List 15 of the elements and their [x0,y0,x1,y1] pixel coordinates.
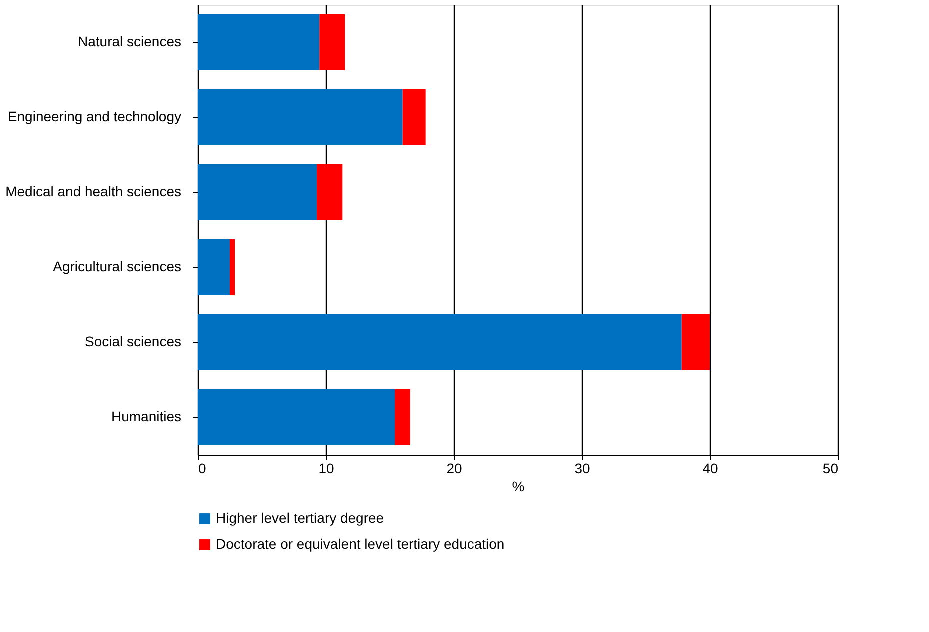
y-tick-label: Engineering and technology [8,108,182,124]
legend-label: Doctorate or equivalent level tertiary education [216,536,505,552]
x-tick-label: 10 [318,460,334,476]
x-tick-label: 20 [446,460,462,476]
y-tick-label: Natural sciences [78,34,182,50]
x-tick-label: 50 [822,460,839,476]
y-tick-label: Humanities [111,408,182,424]
x-tick-label: 0 [198,460,206,476]
y-tick-label: Medical and health sciences [6,184,182,200]
legend-label: Higher level tertiary degree [216,510,384,526]
x-axis-title: % [512,478,525,494]
y-tick-label: Social sciences [85,334,182,350]
x-tick-label: 40 [702,460,718,476]
x-tick-label: 30 [574,460,590,476]
y-tick-label: Agricultural sciences [53,258,182,274]
